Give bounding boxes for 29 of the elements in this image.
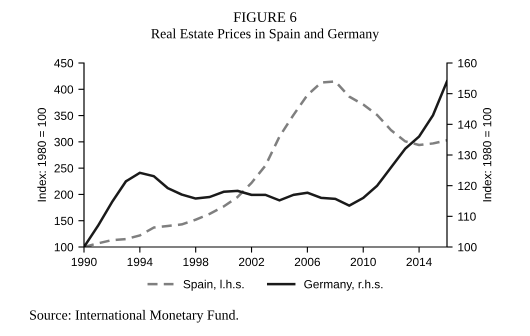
legend-label: Germany, r.h.s. — [304, 280, 382, 291]
y-tick-label: 400 — [54, 85, 74, 94]
chart-subtitle: Real Estate Prices in Spain and Germany — [151, 28, 380, 42]
x-tick-label: 2006 — [294, 258, 320, 266]
y-tick-label: 200 — [54, 190, 74, 199]
y2-tick-label: 150 — [458, 90, 477, 98]
y2-tick-label: 110 — [458, 212, 476, 221]
y-tick-label: 250 — [54, 164, 74, 173]
x-tick-label: 1998 — [183, 258, 208, 266]
y2-axis-title: Index: 1980 = 100 — [482, 108, 492, 202]
y2-tick-label: 160 — [458, 59, 477, 68]
x-tick-label: 2010 — [350, 258, 376, 266]
chart-title: FIGURE 6 — [234, 12, 296, 22]
x-tick-label: 1994 — [128, 258, 153, 266]
x-tick-label: 1990 — [72, 258, 97, 266]
y-axis-title: Index: 1980 = 100 — [37, 108, 46, 202]
y-tick-label: 350 — [54, 112, 74, 120]
y-tick-label: 450 — [54, 59, 74, 68]
x-tick-label: 2014 — [406, 258, 432, 266]
y2-tick-label: 130 — [458, 151, 477, 160]
x-tick-label: 2002 — [239, 258, 264, 266]
y-tick-label: 150 — [54, 216, 74, 226]
legend-label: Spain, l.h.s. — [183, 280, 244, 291]
y2-tick-label: 100 — [458, 243, 477, 252]
source-note: Source: International Monetary Fund. — [30, 310, 238, 323]
y-tick-label: 100 — [54, 243, 74, 252]
y2-tick-label: 140 — [458, 120, 477, 129]
y2-tick-label: 120 — [458, 182, 477, 190]
y-tick-label: 300 — [54, 138, 74, 146]
